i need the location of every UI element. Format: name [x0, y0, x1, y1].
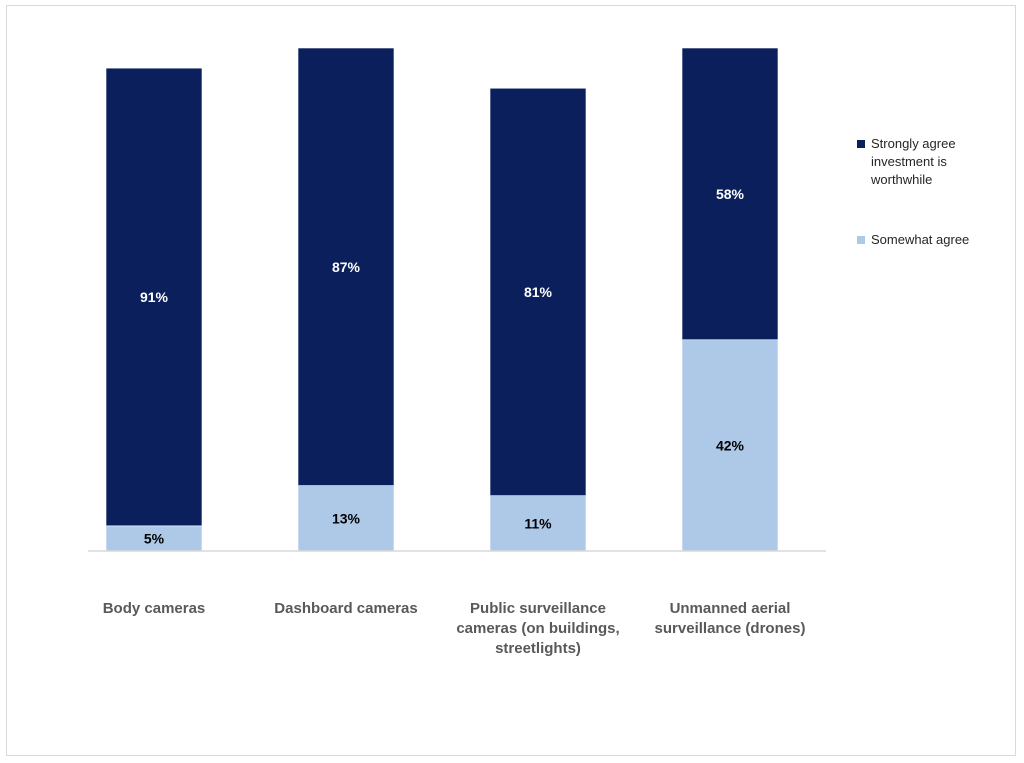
data-label: 5% [144, 530, 165, 546]
data-label: 58% [716, 186, 745, 202]
legend-label: Somewhat agree [871, 232, 970, 247]
legend-swatch [857, 140, 865, 148]
legend-item-somewhat-agree: Somewhat agree [857, 231, 1011, 249]
x-tick-label: Dashboard cameras [274, 600, 418, 617]
data-label: 11% [524, 515, 552, 531]
bar-segment [105, 67, 203, 527]
bar-segment [297, 485, 395, 552]
bar-segment [489, 495, 587, 552]
bar-segment [681, 339, 779, 552]
legend-item-strongly-agree: Strongly agree investment is worthwhile [857, 135, 1011, 189]
data-label: 87% [332, 259, 361, 275]
x-tick-label: Unmanned aerial surveillance (drones) [654, 600, 806, 637]
x-tick-label: Public surveillance cameras (on building… [456, 600, 620, 657]
data-label: 81% [524, 284, 553, 300]
x-tick-label: Body cameras [102, 600, 206, 617]
bars-group: 5% 91% 13% 87% 11% 81% 42% 58% [105, 47, 779, 552]
bar-segment [681, 47, 779, 341]
legend-swatch [857, 236, 865, 244]
legend-label: Strongly agree investment is worthwhile [871, 136, 956, 187]
data-label: 13% [332, 510, 361, 526]
bar-segment [105, 525, 203, 552]
data-label: 42% [716, 437, 745, 453]
bar-segment [297, 47, 395, 486]
bar-segment [489, 87, 587, 496]
data-label: 91% [140, 289, 169, 305]
